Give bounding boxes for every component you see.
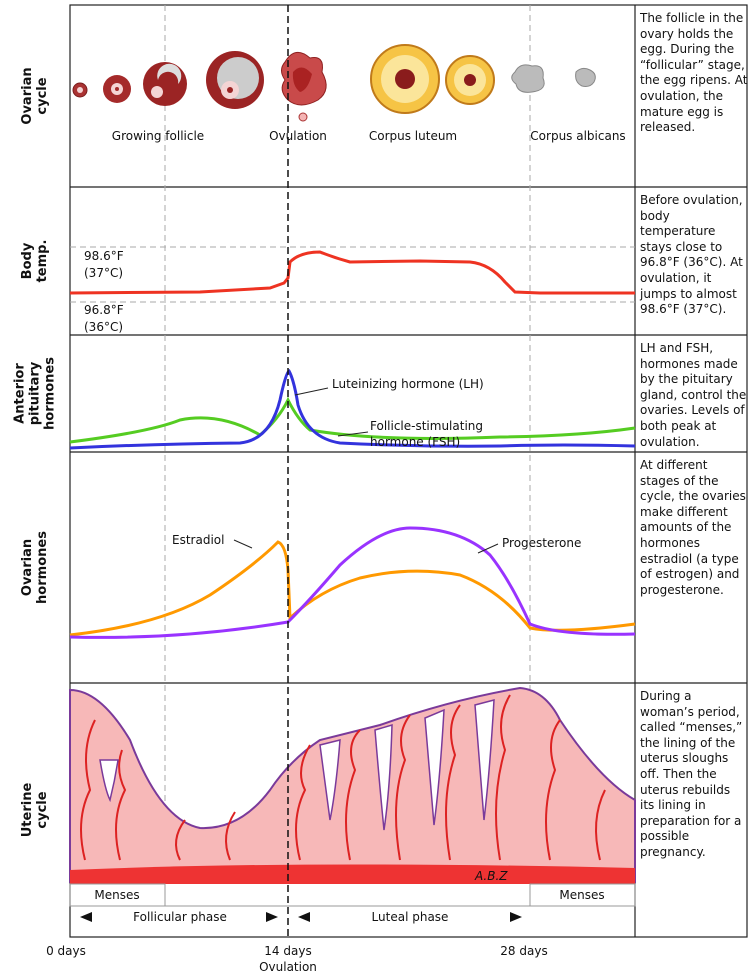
menses-label: Menses (94, 888, 139, 902)
temp-label: 98.6°F (84, 249, 124, 263)
timeline-label: Ovulation (259, 960, 317, 974)
timeline-label: 0 days (46, 944, 86, 958)
row-label: Uterine (20, 783, 35, 838)
temp-label: 96.8°F (84, 303, 124, 317)
row-label: hormones (35, 531, 50, 604)
row-label: hormones (43, 357, 58, 430)
row-label: Ovarian (20, 539, 35, 596)
row-description: At different stages of the cycle, the ov… (640, 458, 746, 597)
signature: A.B.Z (474, 869, 508, 883)
fsh-curve (69, 396, 636, 444)
phase-arrows (80, 912, 522, 922)
progesterone-curve (69, 526, 636, 639)
temp-label: (36°C) (84, 320, 123, 334)
row-label: Ovarian (20, 67, 35, 124)
stage-label: Growing follicle (112, 129, 204, 143)
timeline-label: 14 days (264, 944, 311, 958)
corpus-luteum (370, 44, 596, 114)
estradiol-curve (69, 540, 636, 637)
row-description: During a woman’s period, called “menses,… (640, 689, 743, 859)
row-description: The follicle in the ovary holds the egg.… (640, 11, 748, 135)
row-description: LH and FSH, hormones made by the pituita… (640, 341, 747, 449)
row-description: Before ovulation, body temperature stays… (640, 193, 743, 317)
row-label: cycle (35, 791, 50, 828)
leader (477, 543, 499, 554)
row-label: cycle (35, 77, 50, 114)
menses-label: Menses (559, 888, 604, 902)
frame (69, 4, 748, 938)
uterine-lining: A.B.Z (69, 686, 636, 884)
leader (294, 387, 329, 396)
lh-label: Luteinizing hormone (LH) (332, 377, 484, 391)
fsh-label: hormone (FSH) (370, 435, 460, 449)
phase-label: Follicular phase (133, 910, 227, 924)
progesterone-label: Progesterone (502, 536, 581, 550)
fsh-label: Follicle-stimulating (370, 419, 483, 433)
stage-label: Ovulation (269, 129, 327, 143)
temperature-curve (69, 250, 635, 295)
follicles (72, 51, 327, 122)
stage-label: Corpus albicans (530, 129, 625, 143)
lh-curve (69, 369, 636, 450)
phase-boxes (69, 883, 636, 907)
row-label: temp. (35, 240, 50, 283)
leader (337, 431, 369, 437)
estradiol-label: Estradiol (172, 533, 224, 547)
phase-label: Luteal phase (372, 910, 449, 924)
row-label: Body (20, 242, 35, 279)
guides (70, 5, 635, 880)
stage-label: Corpus luteum (369, 129, 457, 143)
temp-label: (37°C) (84, 266, 123, 280)
leader (233, 539, 253, 549)
timeline-label: 28 days (500, 944, 547, 958)
row-label: pituitary (28, 361, 43, 425)
row-label: Anterior (13, 363, 28, 424)
